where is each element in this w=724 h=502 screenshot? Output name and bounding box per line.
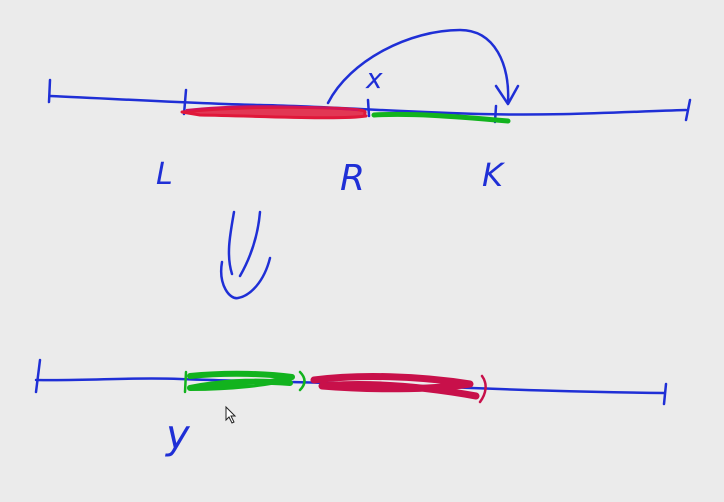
green-segment-bottom — [187, 370, 295, 391]
top-line-left-end-tick — [47, 78, 52, 104]
mouse-pointer-icon — [225, 405, 237, 424]
label-K: K — [482, 156, 506, 194]
crimson-segment-bottom — [310, 373, 480, 400]
red-segment-L-R — [180, 105, 368, 120]
bottom-line-left-end-tick — [34, 358, 42, 394]
label-L: L — [156, 157, 173, 192]
green-segment-R-K — [371, 111, 511, 124]
label-x: x — [365, 62, 383, 95]
top-line-right-end-tick — [684, 98, 692, 122]
bottom-line-right-end-tick — [662, 382, 668, 406]
bottom-number-line: y — [34, 358, 668, 458]
top-number-line: x L R K — [47, 28, 692, 199]
move-arrow-curve — [326, 28, 510, 105]
label-y: y — [165, 412, 191, 458]
double-down-arrow-icon — [219, 210, 272, 300]
move-arrow-head — [494, 84, 520, 106]
tick-L — [182, 88, 188, 116]
label-R: R — [340, 158, 365, 199]
tick-R — [366, 98, 371, 118]
